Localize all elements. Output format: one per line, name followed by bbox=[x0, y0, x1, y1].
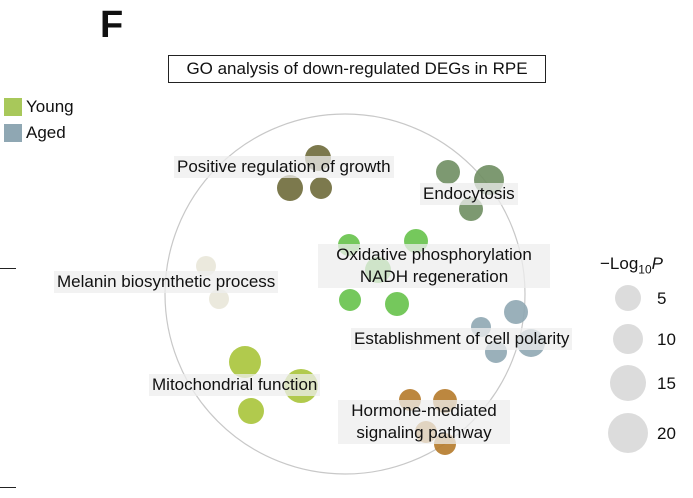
size-legend-circle-15 bbox=[610, 365, 646, 401]
bubble-establishment-of-cell-polarity bbox=[504, 300, 528, 324]
group-legend: Young Aged bbox=[4, 94, 74, 146]
outer-boundary-circle bbox=[164, 113, 526, 475]
bubble-endocytosis bbox=[436, 160, 460, 184]
size-legend-title-sub: 10 bbox=[638, 262, 652, 277]
size-legend-label-10: 10 bbox=[657, 330, 676, 349]
term-label-hormone-mediated: Hormone-mediated bbox=[338, 400, 510, 422]
term-label-oxidative-phosphorylation: Oxidative phosphorylation bbox=[318, 244, 550, 266]
size-legend-label-5: 5 bbox=[657, 289, 667, 308]
size-legend-label-15: 15 bbox=[657, 374, 676, 393]
term-label-melanin-biosynthetic-process: Melanin biosynthetic process bbox=[54, 271, 279, 293]
bubble-positive-regulation-of-growth bbox=[277, 175, 303, 201]
legend-label-aged: Aged bbox=[26, 123, 66, 142]
legend-swatch-young bbox=[4, 98, 22, 116]
size-legend-circle-20 bbox=[608, 413, 648, 453]
panel-letter: F bbox=[100, 4, 124, 46]
bubble-melanin-biosynthetic-process bbox=[209, 289, 229, 309]
term-label-establishment-of-cell-polarity: Establishment of cell polarity bbox=[351, 328, 573, 350]
size-legend-circle-10 bbox=[613, 324, 643, 354]
legend-item-young: Young bbox=[4, 94, 74, 120]
size-legend-title-var: P bbox=[651, 254, 663, 273]
size-legend-title-prefix: −Log bbox=[600, 254, 639, 273]
bubble-mitochondrial-function bbox=[229, 346, 261, 378]
size-legend-label-20: 20 bbox=[657, 424, 676, 443]
term-label-positive-regulation-of-growth: Positive regulation of growth bbox=[174, 156, 394, 178]
legend-label-young: Young bbox=[26, 97, 74, 116]
bubble-oxidative-phosphorylation bbox=[339, 289, 361, 311]
chart-title: GO analysis of down-regulated DEGs in RP… bbox=[168, 55, 546, 83]
legend-swatch-aged bbox=[4, 124, 22, 142]
bubble-oxidative-phosphorylation bbox=[385, 292, 409, 316]
axis-tick-mark bbox=[0, 268, 16, 269]
bubble-positive-regulation-of-growth bbox=[310, 177, 332, 199]
term-label-mitochondrial-function: Mitochondrial function bbox=[149, 374, 321, 396]
term-label-endocytosis: Endocytosis bbox=[420, 183, 518, 205]
size-legend-title: −Log10P bbox=[600, 254, 663, 276]
axis-tick-mark bbox=[0, 487, 16, 488]
legend-item-aged: Aged bbox=[4, 120, 74, 146]
term-label-nadh-regeneration: NADH regeneration bbox=[318, 266, 550, 288]
bubble-mitochondrial-function bbox=[238, 398, 264, 424]
term-label-signaling-pathway: signaling pathway bbox=[338, 422, 510, 444]
size-legend-circle-5 bbox=[615, 285, 641, 311]
